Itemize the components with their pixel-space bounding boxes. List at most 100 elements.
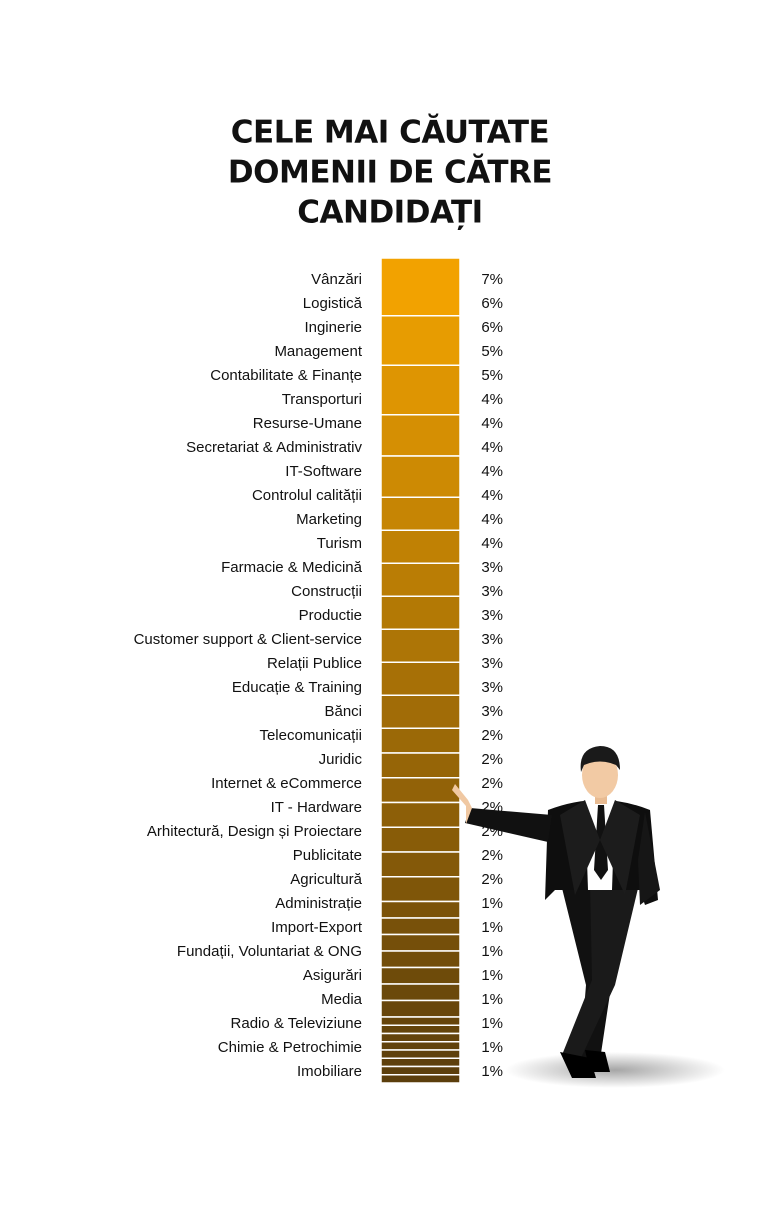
bar-segment bbox=[380, 900, 461, 919]
bar-segment bbox=[380, 562, 461, 597]
bar-segment bbox=[380, 777, 461, 804]
value-label: 3% bbox=[481, 679, 503, 696]
category-label: Management bbox=[274, 343, 362, 360]
category-label: Administrație bbox=[275, 895, 362, 912]
bar-segment bbox=[380, 727, 461, 754]
category-label: Marketing bbox=[296, 511, 362, 528]
value-label: 4% bbox=[481, 487, 503, 504]
category-label: IT - Hardware bbox=[271, 799, 362, 816]
businessman-illustration bbox=[452, 746, 725, 1088]
category-label: Transporturi bbox=[282, 391, 362, 408]
value-label: 4% bbox=[481, 511, 503, 528]
bar-segment bbox=[380, 595, 461, 630]
category-label: Inginerie bbox=[304, 319, 362, 336]
value-label: 2% bbox=[481, 727, 503, 744]
bar-segment bbox=[380, 933, 461, 952]
category-label: Internet & eCommerce bbox=[211, 775, 362, 792]
category-label: Agricultură bbox=[290, 871, 362, 888]
category-label: Farmacie & Medicină bbox=[221, 559, 363, 576]
title-line: CANDIDAȚI bbox=[297, 195, 482, 231]
category-label: Relații Publice bbox=[267, 655, 362, 672]
bar-segment bbox=[380, 966, 461, 985]
bar-segment bbox=[380, 999, 461, 1018]
category-label: Import-Export bbox=[271, 919, 363, 936]
bar-segment bbox=[380, 801, 461, 828]
value-label: 1% bbox=[481, 1063, 503, 1080]
value-label: 1% bbox=[481, 967, 503, 984]
value-label: 1% bbox=[481, 1015, 503, 1032]
category-label: Turism bbox=[317, 535, 362, 552]
value-label: 3% bbox=[481, 583, 503, 600]
value-label: 1% bbox=[481, 919, 503, 936]
bar-segment bbox=[380, 496, 461, 531]
value-label: 2% bbox=[481, 847, 503, 864]
value-label: 4% bbox=[481, 535, 503, 552]
bar-segment bbox=[380, 1024, 461, 1035]
bar-segment bbox=[380, 752, 461, 779]
category-label: Publicitate bbox=[293, 847, 362, 864]
category-label: Bănci bbox=[324, 703, 362, 720]
bar-segment bbox=[380, 983, 461, 1002]
value-label: 2% bbox=[481, 775, 503, 792]
category-label: Chimie & Petrochimie bbox=[218, 1039, 362, 1056]
bar-segment bbox=[380, 1032, 461, 1043]
value-label: 1% bbox=[481, 943, 503, 960]
bar-segment bbox=[380, 851, 461, 878]
value-label: 3% bbox=[481, 655, 503, 672]
bar-segment bbox=[380, 661, 461, 696]
value-label: 5% bbox=[481, 343, 503, 360]
title-line: DOMENII DE CĂTRE bbox=[228, 154, 552, 191]
bar-segment bbox=[380, 694, 461, 729]
category-label: Juridic bbox=[319, 751, 363, 768]
category-label: Construcții bbox=[291, 583, 362, 600]
category-label: Resurse-Umane bbox=[253, 415, 362, 432]
value-label: 4% bbox=[481, 463, 503, 480]
category-label: Radio & Televiziune bbox=[231, 1015, 362, 1032]
bar-column bbox=[380, 257, 461, 1084]
value-label: 4% bbox=[481, 391, 503, 408]
category-label: Telecomunicații bbox=[259, 727, 362, 744]
value-label: 3% bbox=[481, 559, 503, 576]
value-label: 6% bbox=[481, 319, 503, 336]
bar-segment bbox=[380, 529, 461, 564]
category-label: Contabilitate & Finanțe bbox=[210, 367, 362, 384]
category-label: IT-Software bbox=[285, 463, 362, 480]
title-line: CELE MAI CĂUTATE bbox=[231, 114, 549, 151]
category-label: Controlul calității bbox=[252, 487, 362, 504]
bar-segment bbox=[380, 628, 461, 663]
value-label: 1% bbox=[481, 991, 503, 1008]
bar-segment bbox=[380, 876, 461, 903]
bar-segment bbox=[380, 257, 461, 317]
value-label: 1% bbox=[481, 1039, 503, 1056]
bar-segment bbox=[380, 1065, 461, 1076]
value-label: 7% bbox=[481, 271, 503, 288]
category-label: Customer support & Client-service bbox=[134, 631, 362, 648]
category-label: Media bbox=[321, 991, 363, 1008]
bar-segment bbox=[380, 455, 461, 498]
value-label: 5% bbox=[481, 367, 503, 384]
category-label: Educație & Training bbox=[232, 679, 362, 696]
category-label: Vânzări bbox=[311, 271, 362, 288]
bar-segment bbox=[380, 1041, 461, 1051]
bar-segment bbox=[380, 1016, 461, 1026]
bar-segment bbox=[380, 950, 461, 969]
bar-segment bbox=[380, 1057, 461, 1068]
category-label: Secretariat & Administrativ bbox=[186, 439, 362, 456]
bar-segment bbox=[380, 826, 461, 853]
category-label: Imobiliare bbox=[297, 1063, 362, 1080]
value-label: 3% bbox=[481, 607, 503, 624]
value-label: 2% bbox=[481, 871, 503, 888]
value-label: 2% bbox=[481, 751, 503, 768]
category-label: Arhitectură, Design și Proiectare bbox=[147, 823, 362, 840]
value-label: 1% bbox=[481, 895, 503, 912]
bar-segment bbox=[380, 1074, 461, 1084]
value-label: 3% bbox=[481, 631, 503, 648]
category-label: Logistică bbox=[303, 295, 363, 312]
category-label: Fundații, Voluntariat & ONG bbox=[177, 943, 362, 960]
value-label: 3% bbox=[481, 703, 503, 720]
category-label: Asigurări bbox=[303, 967, 362, 984]
value-label: 6% bbox=[481, 295, 503, 312]
value-label: 4% bbox=[481, 439, 503, 456]
bar-segment bbox=[380, 917, 461, 936]
